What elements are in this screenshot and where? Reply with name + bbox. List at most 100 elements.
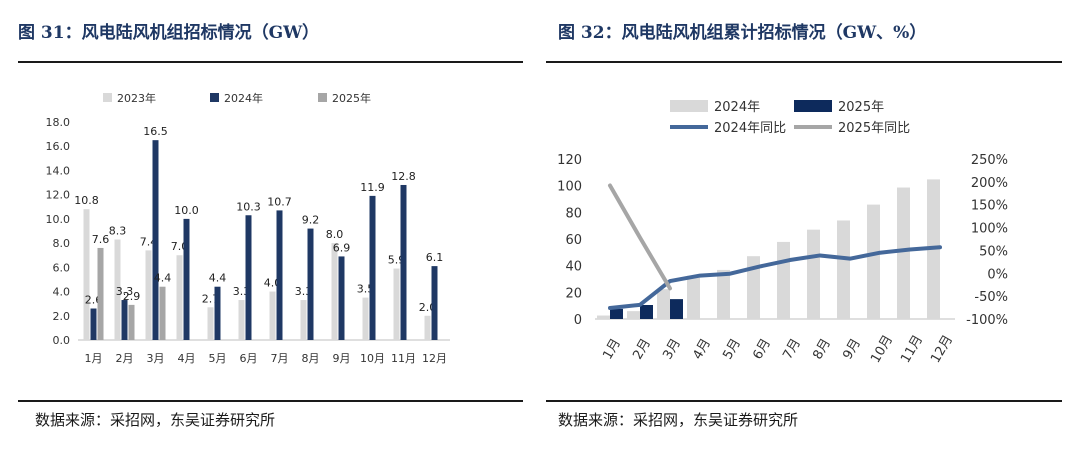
legend-label-2025-yoy: 2025年同比 <box>838 121 910 136</box>
bar-2024-1 <box>90 308 97 340</box>
left-top-rule <box>18 61 523 63</box>
left-source: 数据来源：采招网，东吴证券研究所 <box>35 411 276 429</box>
bar-2024-6 <box>245 215 252 340</box>
line-2024-yoy <box>608 245 942 311</box>
y-tick-label: 14.0 <box>46 164 71 177</box>
bar-cum-2024-9 <box>837 220 850 319</box>
bar-2023-11 <box>393 268 400 340</box>
x-tick-label: 1月 <box>85 352 103 365</box>
legend-swatch-2025 <box>318 93 327 102</box>
y-tick-label: 6.0 <box>53 261 71 274</box>
bar-cum-2024-2 <box>627 311 640 319</box>
data-label-2024-12: 6.1 <box>426 251 444 264</box>
x-tick-label: 9月 <box>840 336 864 362</box>
x-tick-label: 7月 <box>780 336 804 362</box>
left-panel: 图 31：风电陆风机组招标情况（GW） 2023年 2024年 2025年 0.0 2.… <box>0 0 535 454</box>
bar-2024-7 <box>276 210 283 340</box>
x-tick-label: 12月 <box>422 352 447 365</box>
bar-2023-2 <box>114 239 121 340</box>
legend-label-2024: 2024年 <box>224 91 263 105</box>
x-tick-label: 6月 <box>240 352 258 365</box>
x-tick-label: 3月 <box>147 352 165 365</box>
bar-2024-10 <box>369 195 376 340</box>
data-label-2023-2: 8.3 <box>109 224 127 237</box>
data-label-2023-1: 10.8 <box>74 194 99 207</box>
legend-label-2025: 2025年 <box>838 100 884 115</box>
bar-2024-11 <box>400 184 407 340</box>
bar-2023-10 <box>362 297 369 340</box>
bar-cum-2024-11 <box>897 187 910 319</box>
x-tick-label: 12月 <box>928 333 956 366</box>
x-tick-label: 1月 <box>600 336 624 362</box>
y-tick-label: 40 <box>565 260 582 275</box>
bar-2023-12 <box>424 315 431 340</box>
bar-2025-3 <box>159 286 166 340</box>
y-tick-label: 12.0 <box>46 189 71 202</box>
legend-swatch-2025 <box>794 100 832 112</box>
x-tick-label: 7月 <box>271 352 289 365</box>
legend-label-2024-yoy: 2024年同比 <box>714 121 786 136</box>
legend-swatch-2024 <box>670 100 708 112</box>
y2-tick-label: 50% <box>979 244 1008 259</box>
bar-2023-9 <box>331 243 338 340</box>
bar-2023-4 <box>176 255 183 340</box>
bar-2024-4 <box>183 218 190 340</box>
legend-label-2024: 2024年 <box>714 100 760 115</box>
bar-2024-12 <box>431 266 438 340</box>
y-tick-label: 80 <box>565 206 582 221</box>
data-label-2024-10: 11.9 <box>360 181 385 194</box>
y-tick-label: 0 <box>574 313 582 328</box>
data-label-2025-3: 4.4 <box>154 272 172 285</box>
data-label-2023-9: 8.0 <box>326 228 344 241</box>
data-label-2024-4: 10.0 <box>174 204 199 217</box>
x-tick-label: 11月 <box>391 352 416 365</box>
bar-cum-2024-7 <box>777 241 790 319</box>
data-label-2024-9: 6.9 <box>333 241 351 254</box>
y2-tick-label: 200% <box>971 176 1008 191</box>
left-chart-title: 图 31：风电陆风机组招标情况（GW） <box>18 23 320 43</box>
bar-2024-3 <box>152 140 159 340</box>
bar-cum-2025-3 <box>670 299 683 319</box>
y-tick-label: 0.0 <box>53 334 71 347</box>
x-tick-label: 8月 <box>302 352 320 365</box>
bar-cum-2024-8 <box>807 229 820 319</box>
data-label-2024-5: 4.4 <box>209 272 227 285</box>
data-label-2025-1: 7.6 <box>92 233 110 246</box>
y2-tick-label: 0% <box>987 267 1008 282</box>
data-label-2024-7: 10.7 <box>267 195 292 208</box>
x-tick-label: 8月 <box>810 336 834 362</box>
bar-2023-3 <box>145 250 152 340</box>
y-tick-label: 4.0 <box>53 286 71 299</box>
data-label-2024-3: 16.5 <box>143 125 168 138</box>
bar-2024-5 <box>214 286 221 340</box>
bar-cum-2024-1 <box>597 315 610 319</box>
y-tick-label: 2.0 <box>53 310 71 323</box>
right-bottom-rule <box>546 400 1062 402</box>
bar-2023-7 <box>269 291 276 340</box>
right-panel: 图 32：风电陆风机组累计招标情况（GW、%） 2024年 2025年 2024年同… <box>540 0 1080 454</box>
bar-2024-2 <box>121 300 128 340</box>
bar-cum-2024-10 <box>867 204 880 319</box>
x-tick-label: 2月 <box>630 336 654 362</box>
x-tick-label: 5月 <box>209 352 227 365</box>
bar-cum-2025-2 <box>640 305 653 319</box>
right-chart: 2024年 2025年 2024年同比 2025年同比 0 20 40 60 80 100 120 -… <box>557 100 1008 366</box>
y-tick-label: 18.0 <box>46 116 71 129</box>
right-source: 数据来源：采招网，东吴证券研究所 <box>558 411 799 429</box>
bar-2023-5 <box>207 307 214 340</box>
left-bottom-rule <box>18 400 523 402</box>
bar-2024-9 <box>338 256 345 340</box>
bar-cum-2024-5 <box>717 269 730 319</box>
x-tick-label: 10月 <box>868 333 896 366</box>
y-tick-label: 100 <box>557 180 582 195</box>
bar-cum-2024-4 <box>687 275 700 319</box>
y-tick-label: 20 <box>565 286 582 301</box>
y-tick-label: 16.0 <box>46 140 71 153</box>
legend-swatch-2024 <box>210 93 219 102</box>
x-tick-label: 5月 <box>720 336 744 362</box>
bar-2024-8 <box>307 228 314 340</box>
x-tick-label: 6月 <box>750 336 774 362</box>
y-tick-label: 10.0 <box>46 213 71 226</box>
right-chart-title: 图 32：风电陆风机组累计招标情况（GW、%） <box>558 23 927 43</box>
y2-tick-label: -50% <box>974 290 1008 305</box>
